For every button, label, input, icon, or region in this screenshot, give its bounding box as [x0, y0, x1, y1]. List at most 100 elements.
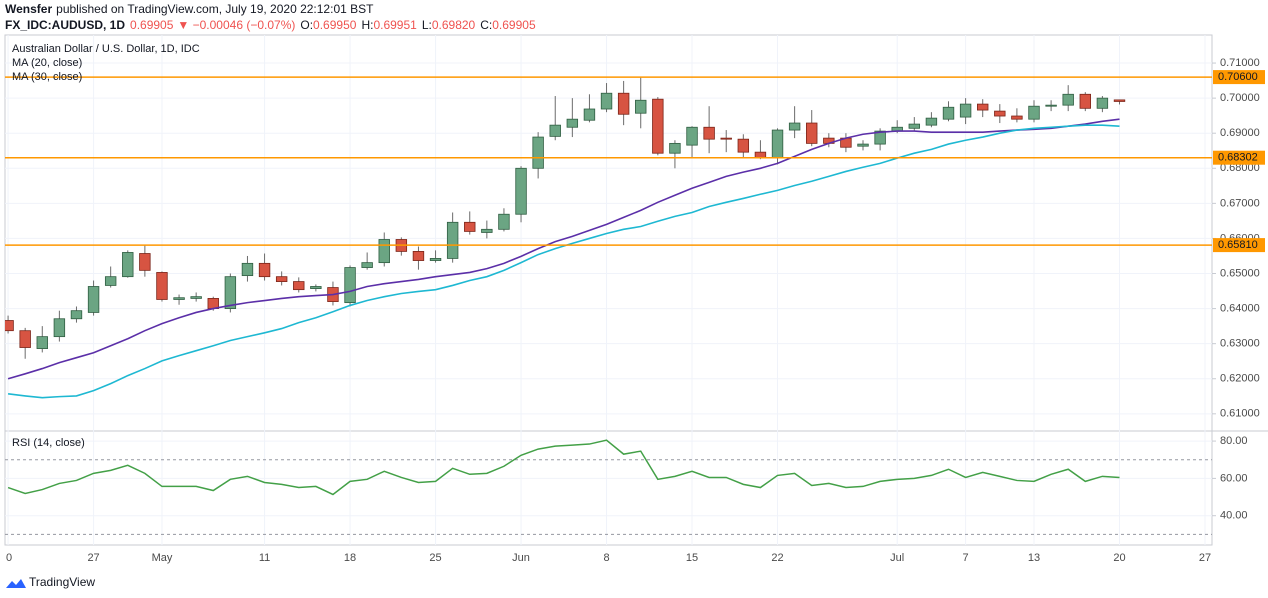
y-tick-label: 0.61000: [1220, 408, 1260, 420]
logo: TradingView: [6, 575, 95, 589]
candle-body: [669, 142, 681, 154]
candle-body: [293, 281, 305, 291]
x-tick-label: 27: [87, 552, 99, 564]
axes: 0 27 May 11 18 25 Jun 8 15 22 Jul 7 13 20 27 0.61000 0.6…: [6, 57, 1265, 564]
candle-body: [908, 123, 921, 129]
x-tick-label: 27: [1199, 552, 1211, 564]
candle-body: [378, 239, 390, 264]
author: Wensfer: [5, 2, 52, 16]
candle-body: [720, 137, 732, 140]
candle-body: [104, 276, 117, 286]
y-tick-label: 0.65000: [1220, 267, 1260, 279]
line-label-bg: [1213, 70, 1265, 85]
candle-body: [498, 213, 510, 230]
candle-body: [87, 286, 100, 313]
indicator-line: [7, 439, 1120, 496]
legend-entry: RSI (14, close): [12, 437, 85, 449]
candle-body: [977, 103, 989, 111]
rsi-pane: [5, 439, 1212, 535]
candle-body: [771, 129, 784, 158]
ohlc-value: 0.69820: [432, 18, 476, 32]
moving-average: [7, 118, 1120, 380]
line-label-bg: [1213, 238, 1265, 253]
x-tick-label: 7: [963, 552, 969, 564]
candle-body: [344, 267, 356, 304]
y-tick-label: 0.70000: [1220, 92, 1260, 104]
ohlc-value: 0.69950: [313, 18, 357, 32]
candle-body: [19, 330, 31, 348]
y-tick-label: 80.00: [1220, 435, 1248, 447]
candle-body: [703, 126, 715, 140]
y-tick-label: 0.67000: [1220, 197, 1260, 209]
y-tick-label: 0.62000: [1220, 373, 1260, 385]
line-label-bg: [1213, 150, 1265, 165]
y-tick-label: 0.64000: [1220, 302, 1260, 314]
candle-body: [190, 296, 202, 299]
candle-body: [1096, 97, 1109, 109]
candle-body: [635, 99, 647, 114]
candle-body: [258, 262, 271, 278]
candle-body: [156, 272, 168, 300]
candle-body: [686, 126, 698, 146]
candle-body: [600, 92, 613, 110]
y-tick-label: 0.68000: [1220, 162, 1260, 174]
ohlc-value: 0.69905: [492, 18, 536, 32]
candle-body: [942, 106, 955, 120]
ohlc-label: L:: [422, 18, 432, 32]
ohlc-label: H:: [361, 18, 373, 32]
candle-body: [310, 286, 322, 289]
symbol: FX_IDC:AUDUSD, 1D: [5, 18, 125, 32]
candle-body: [737, 138, 750, 153]
x-tick-label: 15: [686, 552, 698, 564]
x-tick-label: 25: [429, 552, 441, 564]
candle-body: [566, 118, 579, 128]
y-tick-label: 0.69000: [1220, 127, 1260, 139]
candle-body: [481, 228, 493, 233]
ohlc-value: 0.69951: [373, 18, 417, 32]
change: ▼ −0.00046 (−0.07%): [177, 18, 295, 32]
candle-body: [53, 318, 66, 338]
y-tick-label: 40.00: [1220, 510, 1248, 522]
pane-title: Australian Dollar / U.S. Dollar, 1D, IDC: [12, 43, 200, 55]
candle-body: [617, 92, 630, 115]
x-tick-label: May: [152, 552, 173, 564]
candle-body: [207, 298, 219, 309]
candle-body: [874, 130, 886, 145]
candle-body: [412, 251, 425, 261]
x-tick-label: 22: [771, 552, 783, 564]
last-price: 0.69905: [130, 18, 174, 32]
candle-body: [1045, 104, 1057, 107]
logo-icon: [6, 579, 26, 588]
pane-border: [4, 34, 1213, 546]
x-tick-label: Jul: [890, 552, 904, 564]
line-label: 0.68302: [1218, 152, 1258, 164]
y-tick-label: 0.63000: [1220, 338, 1260, 350]
legend-entry: MA (30, close): [12, 71, 82, 83]
x-tick-label: 13: [1028, 552, 1040, 564]
candle-body: [173, 297, 185, 300]
y-tick-label: 0.71000: [1220, 57, 1260, 69]
candle-body: [754, 151, 767, 158]
candle-body: [925, 117, 938, 126]
ohlc-label: C:: [480, 18, 492, 32]
candle-body: [446, 221, 459, 259]
x-tick-label: 18: [344, 552, 356, 564]
candle-body: [515, 167, 527, 215]
candle-body: [224, 276, 237, 309]
candle-body: [36, 336, 48, 349]
candle-body: [532, 136, 544, 169]
candle-body: [1011, 115, 1023, 120]
legend-entry: MA (20, close): [12, 57, 82, 69]
candle-body: [5, 320, 14, 332]
candle-body: [788, 122, 801, 131]
published: published on TradingView.com, July 19, 2…: [56, 2, 374, 16]
moving-average: [7, 124, 1120, 399]
line-label: 0.70600: [1218, 71, 1258, 83]
x-tick-label: 8: [603, 552, 609, 564]
x-tick-label: 0: [6, 552, 12, 564]
candle-body: [1113, 99, 1126, 102]
candle-body: [139, 253, 151, 271]
y-tick-label: 60.00: [1220, 472, 1248, 484]
